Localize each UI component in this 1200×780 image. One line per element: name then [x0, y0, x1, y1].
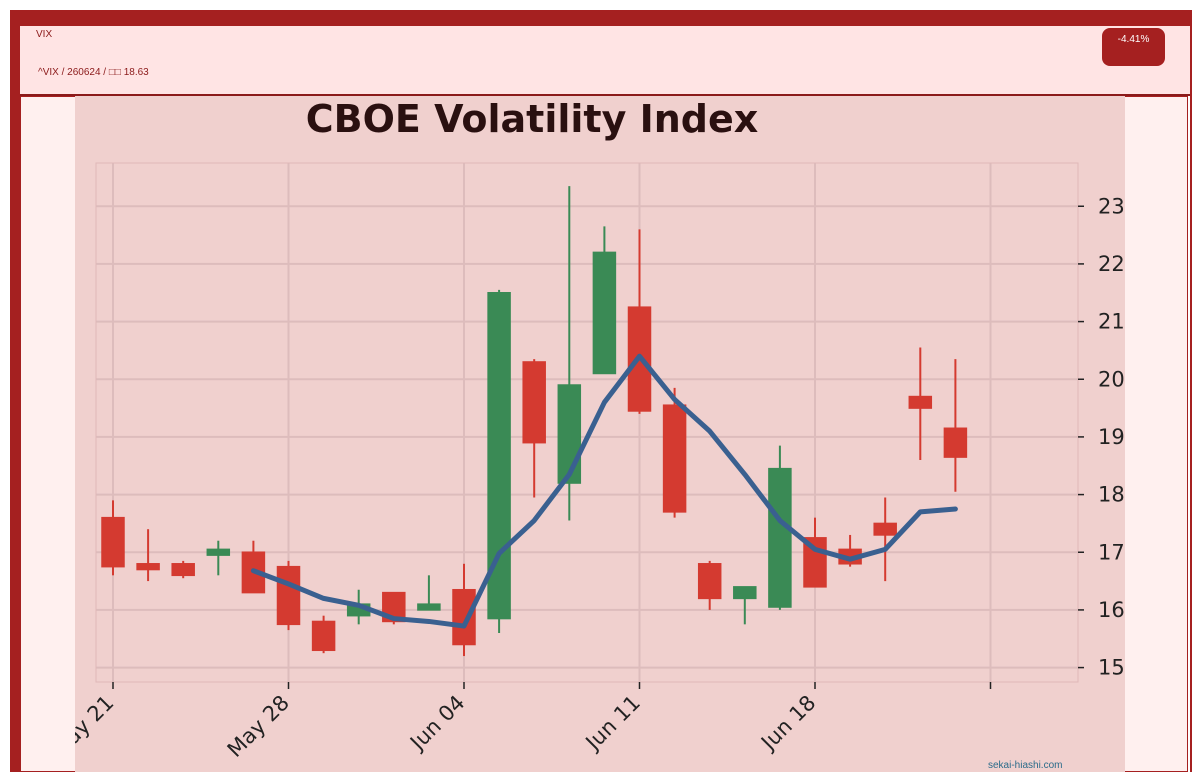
moving-average	[250, 353, 958, 629]
y-tick-label: 20	[1098, 367, 1125, 391]
candles	[101, 186, 968, 657]
y-tick-label: 18	[1098, 483, 1125, 507]
candle-up	[733, 586, 757, 625]
candle-up	[592, 226, 617, 375]
x-tick-label: May 21	[75, 691, 119, 762]
candle-body	[557, 384, 582, 484]
x-axis: May 21 May 28 Jun 04 Jun 11 Jun 18	[75, 682, 992, 762]
candle-body	[943, 427, 968, 458]
candle-body	[662, 404, 687, 513]
candle-body	[206, 548, 231, 556]
y-tick-label: 17	[1098, 540, 1125, 564]
candle-down	[241, 540, 266, 594]
candle-body	[171, 563, 195, 577]
candle-down	[943, 359, 968, 492]
candle-up	[487, 289, 511, 633]
y-tick-label: 16	[1098, 598, 1125, 622]
candle-down	[697, 560, 722, 610]
candle-up	[417, 575, 441, 611]
candle-body	[276, 565, 301, 626]
candle-down	[873, 497, 897, 582]
ticker-label: VIX	[36, 29, 53, 40]
candle-down	[908, 347, 933, 460]
y-tick-label: 22	[1098, 252, 1125, 276]
candle-up	[206, 540, 231, 576]
candle-body	[417, 603, 441, 611]
grid-lines	[96, 163, 1078, 682]
candle-body	[136, 563, 160, 571]
candle-body	[101, 516, 125, 568]
candle-body	[697, 563, 722, 600]
candle-down	[452, 563, 476, 657]
candle-down	[662, 387, 687, 518]
candle-down	[171, 560, 195, 579]
candlestick-chart: CBOE Volatility Index 15 16 17 18 19 20 21 22 23…	[75, 97, 1125, 762]
candle-body	[522, 361, 546, 444]
candle-body	[452, 588, 476, 646]
x-tick-label: Jun 04	[404, 691, 469, 756]
candle-body	[733, 586, 757, 600]
candle-body	[592, 251, 617, 375]
candle-down	[627, 229, 652, 414]
plot-area-border	[95, 162, 1079, 683]
candle-body	[873, 522, 897, 536]
x-tick-label: May 28	[223, 691, 294, 762]
change-badge: -4.41%	[1102, 28, 1165, 66]
y-tick-label: 19	[1098, 425, 1125, 449]
chart-container: CBOE Volatility Index 15 16 17 18 19 20 21 22 23…	[75, 96, 1125, 772]
y-axis: 15 16 17 18 19 20 21 22 23	[1078, 194, 1125, 680]
moving-average-line	[250, 353, 958, 629]
y-tick-label: 21	[1098, 310, 1125, 334]
x-tick-label: Jun 18	[755, 691, 820, 756]
candle-body	[487, 292, 511, 620]
candle-body	[908, 395, 933, 409]
candle-up	[768, 445, 792, 610]
quote-subline: ^VIX / 260624 / □□ 18.63	[38, 67, 149, 78]
candle-body	[768, 467, 792, 608]
candle-down	[838, 534, 862, 567]
y-tick-label: 23	[1098, 194, 1125, 218]
candle-down	[136, 529, 160, 582]
candle-down	[101, 500, 125, 576]
header-bar	[20, 26, 1190, 96]
chart-title: CBOE Volatility Index	[306, 97, 759, 141]
x-tick-label: Jun 11	[580, 691, 645, 756]
candle-down	[522, 359, 546, 498]
candle-body	[311, 620, 336, 652]
watermark: sekai-hiashi.com	[988, 760, 1063, 771]
candle-down	[311, 615, 336, 654]
y-tick-label: 15	[1098, 656, 1125, 680]
candle-down	[276, 560, 301, 631]
